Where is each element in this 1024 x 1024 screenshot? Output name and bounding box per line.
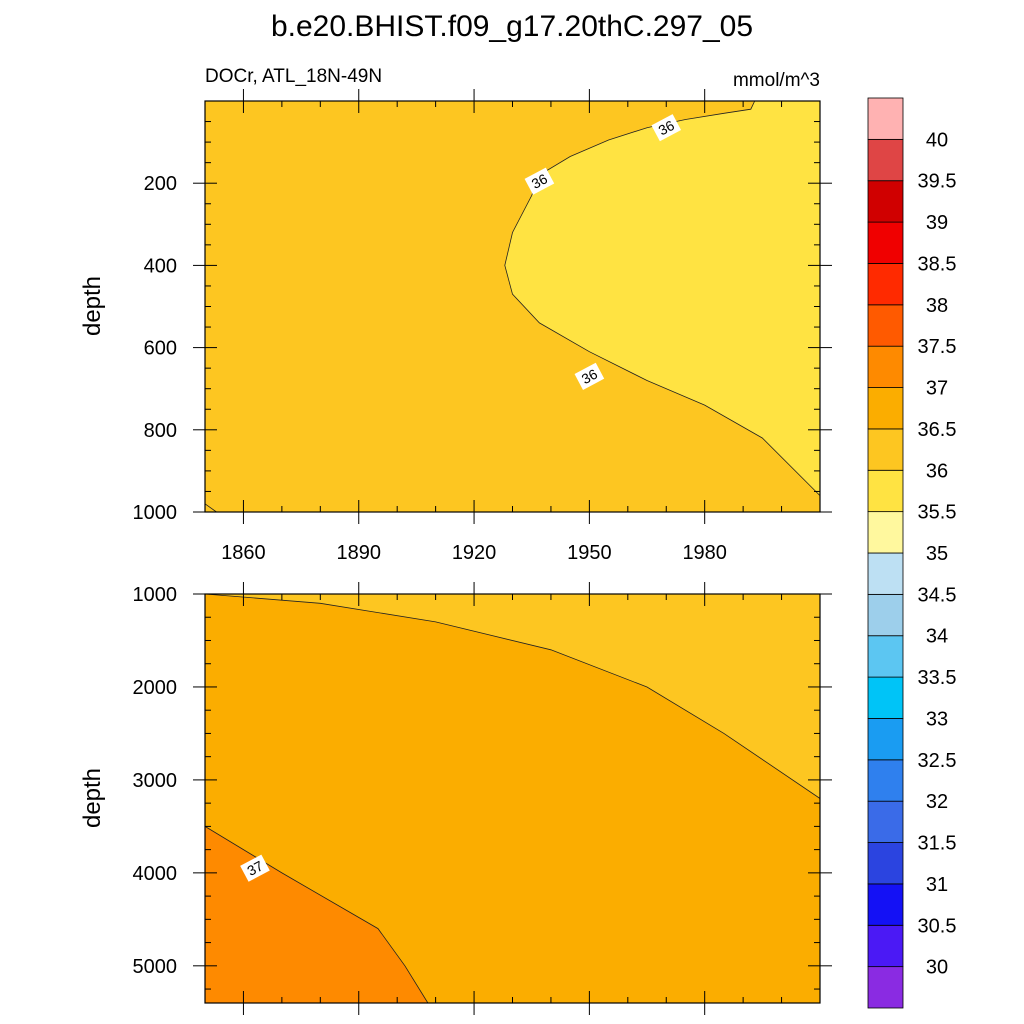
x-tick-label: 1920 xyxy=(452,542,497,564)
units-label: mmol/m^3 xyxy=(733,70,820,91)
colorbar-swatch xyxy=(867,387,904,430)
y-tick-label: 600 xyxy=(144,338,177,360)
contour-label-text: 37 xyxy=(244,857,265,879)
x-tick-label: 1950 xyxy=(567,542,612,564)
colorbar-swatch xyxy=(867,593,904,637)
y-axis-label-lower: depth xyxy=(79,768,106,828)
colorbar-label: 36 xyxy=(926,460,948,482)
contour-line-36.5 xyxy=(204,503,217,513)
contour-label-text: 36 xyxy=(529,170,550,192)
contour-label-36: 36 xyxy=(574,362,605,390)
x-tick-label: 1980 xyxy=(682,542,727,564)
colorbar-swatch xyxy=(867,924,904,968)
contour-line-36 xyxy=(504,100,821,496)
colorbar-swatch xyxy=(867,966,904,1009)
colorbar-label: 34.5 xyxy=(918,584,957,606)
colorbar-swatch xyxy=(867,718,904,761)
colorbar-label: 32.5 xyxy=(918,750,957,772)
y-tick-label: 1000 xyxy=(133,502,178,524)
colorbar-label: 30.5 xyxy=(918,915,957,937)
colorbar-label: 31 xyxy=(926,874,948,896)
contour-label-37: 37 xyxy=(240,854,270,882)
contour-label-bg xyxy=(574,362,605,390)
x-tick-label: 1890 xyxy=(337,542,382,564)
colorbar-swatch xyxy=(867,138,904,182)
colorbar-swatch xyxy=(867,800,904,843)
y-tick-label: 1000 xyxy=(133,584,178,606)
colorbar-label: 35.5 xyxy=(918,502,957,524)
colorbar-swatch xyxy=(867,221,904,264)
y-tick-label: 800 xyxy=(144,420,177,442)
contour-label-text: 36 xyxy=(656,117,677,139)
colorbar-label: 37.5 xyxy=(918,336,957,358)
colorbar-label: 40 xyxy=(926,129,948,151)
contour-label-bg xyxy=(651,114,682,142)
colorbar-swatch xyxy=(867,304,904,347)
colorbar-label: 34 xyxy=(926,626,948,648)
colorbar-label: 37 xyxy=(926,378,948,400)
colorbar-swatch xyxy=(867,263,904,306)
colorbar-label: 33 xyxy=(926,708,948,730)
colorbar-label: 30 xyxy=(926,957,948,979)
y-tick-label: 2000 xyxy=(133,677,178,699)
colorbar-label: 39.5 xyxy=(918,171,957,193)
colorbar-label: 36.5 xyxy=(918,419,957,441)
colorbar-label: 39 xyxy=(926,212,948,234)
colorbar-swatch xyxy=(867,883,904,926)
x-tick-label: 1860 xyxy=(221,542,266,564)
colorbar-label: 38.5 xyxy=(918,253,957,275)
colorbar-label: 32 xyxy=(926,791,948,813)
y-tick-label: 400 xyxy=(144,255,177,277)
colorbar-label: 31.5 xyxy=(918,833,957,855)
contour-line-36.5 xyxy=(204,593,821,799)
y-tick-label: 4000 xyxy=(133,863,178,885)
colorbar-swatch xyxy=(867,180,904,223)
colorbar-label: 33.5 xyxy=(918,667,957,689)
colorbar-swatch xyxy=(867,97,904,140)
colorbar-swatch xyxy=(867,552,904,595)
y-axis-label-upper: depth xyxy=(79,276,106,336)
colorbar-swatch xyxy=(867,842,904,885)
chart-title: b.e20.BHIST.f09_g17.20thC.297_05 xyxy=(271,10,753,43)
contour-label-36: 36 xyxy=(651,114,682,142)
contour-label-bg xyxy=(240,854,270,882)
colorbar-label: 38 xyxy=(926,295,948,317)
chart-subtitle: DOCr, ATL_18N-49N xyxy=(205,66,382,87)
upper-panel: 36 36 36 1860 1890 1920 1950 1980 200 400 600 800 10… xyxy=(133,89,832,564)
contour-label-36: 36 xyxy=(524,167,555,195)
contour-label-text: 36 xyxy=(579,366,600,388)
colorbar-swatch xyxy=(867,428,904,471)
y-tick-label: 200 xyxy=(144,173,177,195)
colorbar: 30 30.5 31 31.5 32 32.5 33 33.5 34 34.5 35 35.5 36 36… xyxy=(867,97,957,1009)
lower-panel: 37 1000 2000 3000 4000 5000 xyxy=(133,582,832,1015)
colorbar-swatch xyxy=(867,469,904,513)
colorbar-swatch xyxy=(867,676,904,719)
region-35.5-36 xyxy=(504,101,820,496)
y-tick-label: 3000 xyxy=(133,770,178,792)
colorbar-swatch xyxy=(867,511,904,554)
region-36-36.5 xyxy=(205,594,820,799)
colorbar-label: 35 xyxy=(926,543,948,565)
contour-label-bg xyxy=(524,167,555,195)
colorbar-swatch xyxy=(867,759,904,802)
colorbar-swatch xyxy=(867,345,904,388)
y-tick-label: 5000 xyxy=(133,956,178,978)
colorbar-swatch xyxy=(867,635,904,678)
